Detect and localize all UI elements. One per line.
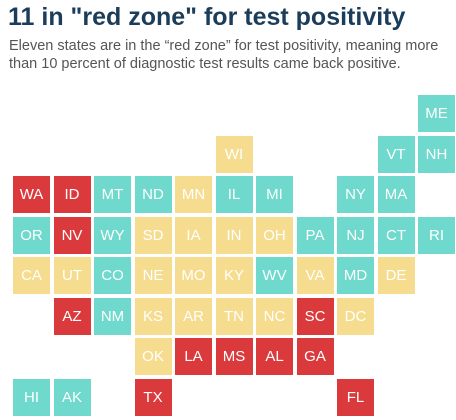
state-tile-la: LA xyxy=(175,338,212,375)
subtitle: Eleven states are in the “red zone” for … xyxy=(9,38,439,72)
state-tile-mi: MI xyxy=(256,176,293,213)
state-tile-ky: KY xyxy=(215,257,253,294)
state-tile-nj: NJ xyxy=(337,216,374,254)
state-tile-nh: NH xyxy=(418,135,455,173)
state-tile-wi: WI xyxy=(215,135,253,173)
state-tile-sc: SC xyxy=(296,297,334,335)
state-tile-de: DE xyxy=(377,257,415,294)
state-tile-mn: MN xyxy=(175,176,212,213)
state-tile-ny: NY xyxy=(337,176,374,213)
state-tile-ma: MA xyxy=(377,176,415,213)
state-tile-md: MD xyxy=(337,257,374,294)
state-tile-ri: RI xyxy=(418,216,455,254)
state-tile-ut: UT xyxy=(53,257,91,294)
state-tile-ks: KS xyxy=(134,297,172,335)
state-tile-mt: MT xyxy=(94,176,131,213)
state-tile-id: ID xyxy=(53,176,91,213)
state-tile-ok: OK xyxy=(134,338,172,375)
state-tile-ms: MS xyxy=(215,338,253,375)
state-tile-ga: GA xyxy=(296,338,334,375)
state-tile-dc: DC xyxy=(337,297,374,335)
state-tile-in: IN xyxy=(215,216,253,254)
state-tile-vt: VT xyxy=(377,135,415,173)
state-tile-ne: NE xyxy=(134,257,172,294)
state-tile-fl: FL xyxy=(337,378,374,416)
state-tile-mo: MO xyxy=(175,257,212,294)
state-tile-co: CO xyxy=(94,257,131,294)
state-tile-va: VA xyxy=(296,257,334,294)
state-tile-wy: WY xyxy=(94,216,131,254)
state-tile-ak: AK xyxy=(53,378,91,416)
state-tile-al: AL xyxy=(256,338,293,375)
state-tile-or: OR xyxy=(13,216,50,254)
state-tile-tx: TX xyxy=(134,378,172,416)
state-tile-tn: TN xyxy=(215,297,253,335)
page-title: 11 in "red zone" for test positivity xyxy=(8,3,406,31)
state-tile-az: AZ xyxy=(53,297,91,335)
state-tile-ar: AR xyxy=(175,297,212,335)
state-tile-hi: HI xyxy=(13,378,50,416)
state-tile-nd: ND xyxy=(134,176,172,213)
state-tile-ca: CA xyxy=(13,257,50,294)
state-tile-me: ME xyxy=(418,95,455,132)
state-tile-wa: WA xyxy=(13,176,50,213)
state-tile-oh: OH xyxy=(256,216,293,254)
state-tile-ia: IA xyxy=(175,216,212,254)
state-tile-nm: NM xyxy=(94,297,131,335)
state-tile-nc: NC xyxy=(256,297,293,335)
state-tile-pa: PA xyxy=(296,216,334,254)
state-tile-il: IL xyxy=(215,176,253,213)
state-tile-nv: NV xyxy=(53,216,91,254)
state-tile-sd: SD xyxy=(134,216,172,254)
state-tile-ct: CT xyxy=(377,216,415,254)
state-tile-wv: WV xyxy=(256,257,293,294)
